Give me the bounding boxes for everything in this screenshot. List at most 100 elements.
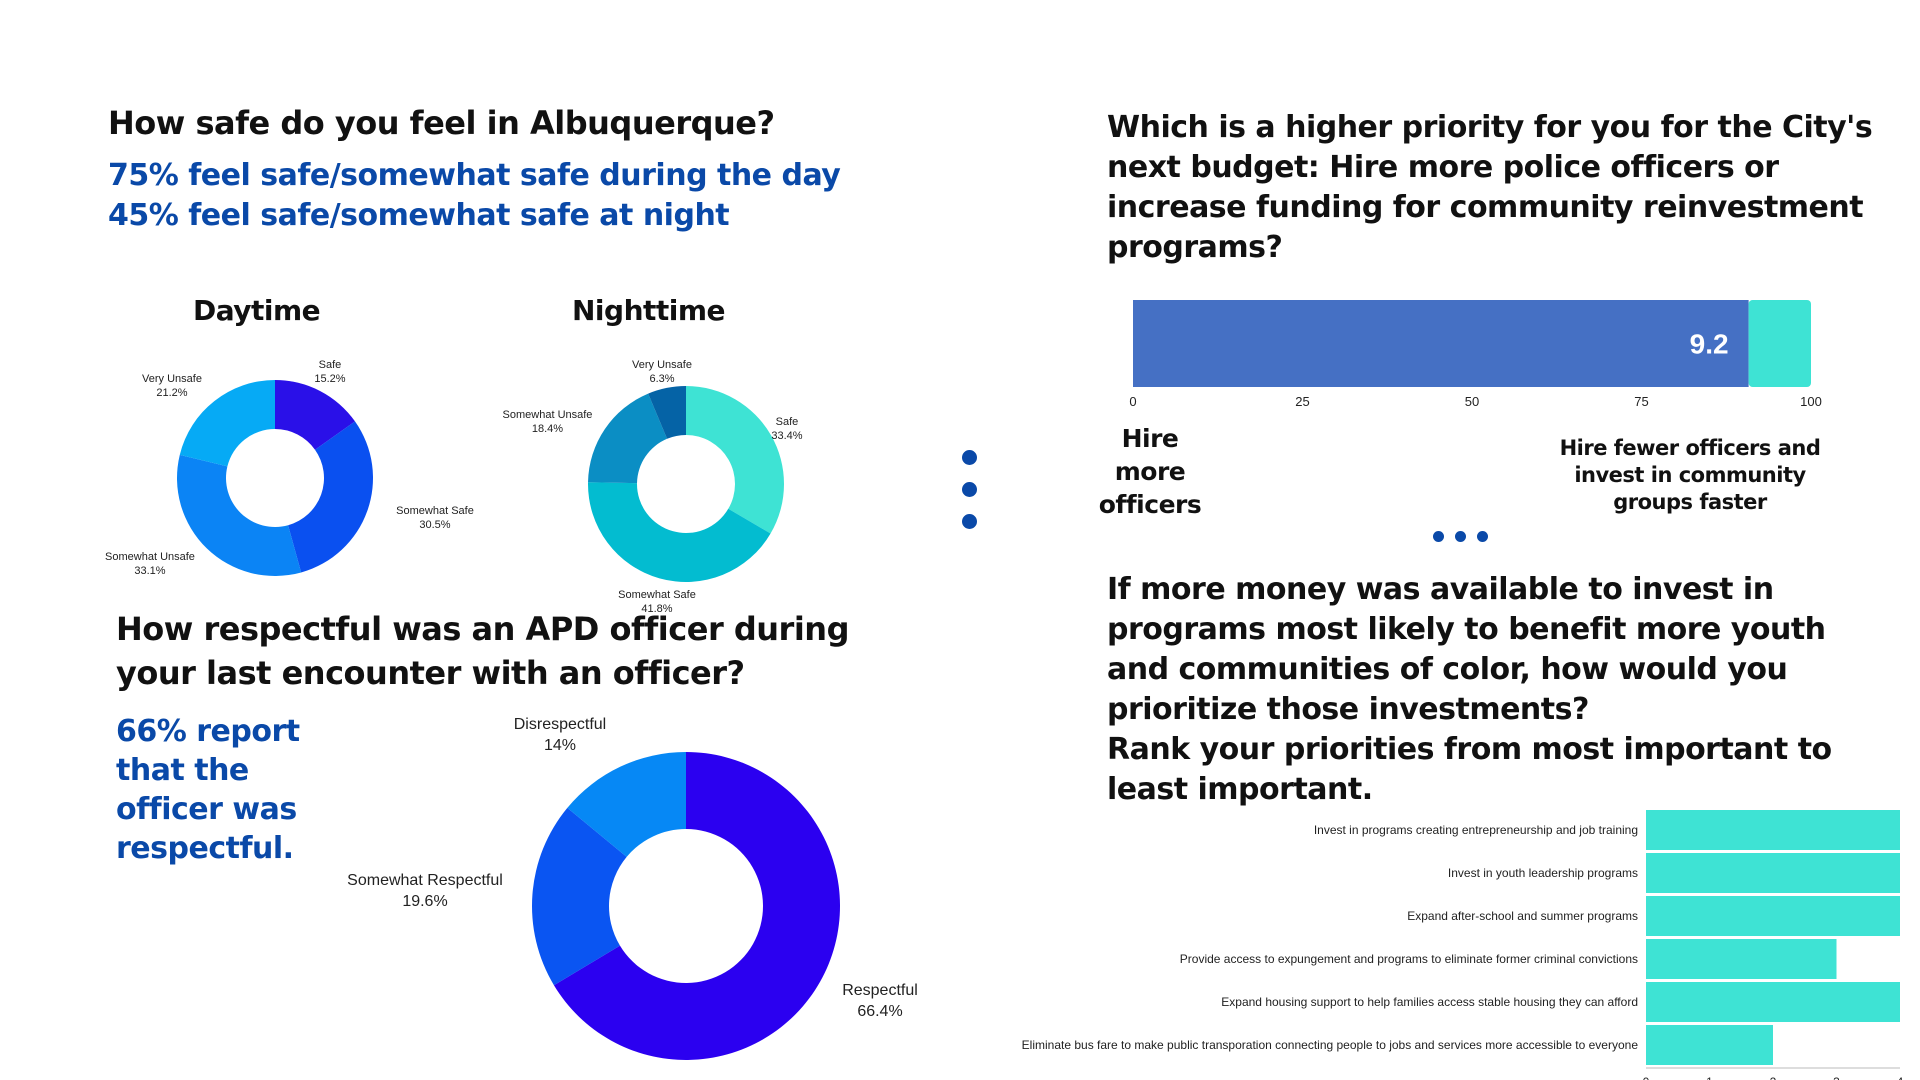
night-label-safe-name: Safe (775, 416, 799, 428)
dot-3 (962, 514, 977, 529)
resp-slice-respectful (553, 752, 840, 1061)
day-label-somewhat-unsafe-value: 33.1% (134, 565, 166, 577)
respect-stat-line1: 66% report (116, 714, 300, 749)
budget-bar-hire-more (1133, 300, 1749, 387)
night-slice-safe (686, 386, 784, 534)
respect-stat: 66% report that the officer was respectf… (116, 712, 300, 868)
dot-1 (962, 450, 977, 465)
respect-stat-line3: officer was (116, 792, 297, 827)
resp-label-respectful: Respectful 66.4% (830, 980, 930, 1022)
resp-label-somewhat-value: 19.6% (402, 893, 448, 910)
budget-right-label-line2: invest in community (1574, 463, 1806, 487)
safety-stat-day: 75% feel safe/somewhat safe during the d… (108, 158, 841, 193)
invest-category-label-1: Invest in programs creating entrepreneur… (1314, 823, 1638, 837)
respect-stat-line2: that the (116, 753, 249, 788)
night-label-somewhat-safe-value: 41.8% (641, 603, 673, 615)
invest-category-label-5: Expand housing support to help families … (1221, 995, 1638, 1009)
day-label-very-unsafe-name: Very Unsafe (142, 373, 202, 385)
budget-xtick-0: 0 (1129, 394, 1136, 409)
day-label-somewhat-safe-name: Somewhat Safe (396, 505, 474, 517)
invest-title-line6: least important. (1107, 772, 1373, 807)
day-label-safe: Safe 15.2% (290, 358, 370, 386)
resp-label-somewhat: Somewhat Respectful 19.6% (335, 870, 515, 912)
budget-title-line2: next budget: Hire more police officers o… (1107, 150, 1779, 185)
invest-xtick-1: 1 (1706, 1075, 1713, 1080)
hdot-2 (1455, 531, 1466, 542)
night-slice-somewhat-safe (588, 482, 771, 582)
budget-left-label-line2: more (1114, 457, 1186, 486)
invest-bar-6 (1646, 1025, 1773, 1065)
day-label-safe-value: 15.2% (314, 373, 346, 385)
resp-slice-disrespectful (567, 752, 686, 857)
invest-category-label-2: Invest in youth leadership programs (1448, 866, 1638, 880)
invest-category-label-3: Expand after-school and summer programs (1407, 909, 1638, 923)
invest-category-label-4: Provide access to expungement and progra… (1180, 952, 1638, 966)
budget-xtick-25: 25 (1295, 394, 1309, 409)
night-label-safe: Safe 33.4% (752, 415, 822, 443)
respect-title-line1: How respectful was an APD officer during (116, 610, 849, 648)
budget-bar-hire-fewer (1748, 300, 1811, 387)
invest-title-line3: and communities of color, how would you (1107, 652, 1788, 687)
respect-stat-line4: respectful. (116, 831, 294, 866)
night-label-somewhat-safe: Somewhat Safe 41.8% (607, 588, 707, 616)
budget-xtick-100: 100 (1800, 394, 1822, 409)
invest-bar-3 (1646, 896, 1900, 936)
day-slice-safe (275, 380, 356, 450)
resp-label-somewhat-name: Somewhat Respectful (347, 872, 503, 889)
day-slice-very-unsafe (179, 379, 275, 467)
night-slice-very-unsafe (648, 386, 686, 439)
night-label-safe-value: 33.4% (771, 430, 803, 442)
budget-right-label: Hire fewer officers and invest in commun… (1540, 435, 1840, 516)
invest-title: If more money was available to invest in… (1107, 570, 1832, 810)
budget-right-label-line3: groups faster (1613, 490, 1767, 514)
invest-title-line2: programs most likely to benefit more you… (1107, 612, 1826, 647)
night-label-very-unsafe-name: Very Unsafe (632, 359, 692, 371)
invest-title-line4: prioritize those investments? (1107, 692, 1589, 727)
safety-title: How safe do you feel in Albuquerque? (108, 104, 775, 142)
day-slice-somewhat-unsafe (176, 454, 302, 576)
invest-xtick-3: 3 (1833, 1075, 1840, 1080)
respect-title-line2: your last encounter with an officer? (116, 654, 745, 692)
night-label-somewhat-unsafe-name: Somewhat Unsafe (502, 409, 593, 421)
budget-title: Which is a higher priority for you for t… (1107, 108, 1873, 268)
horizontal-dots-icon (1433, 531, 1489, 543)
night-label-very-unsafe: Very Unsafe 6.3% (622, 358, 702, 386)
invest-bar-5 (1646, 982, 1900, 1022)
day-label-safe-name: Safe (318, 359, 342, 371)
budget-xtick-50: 50 (1465, 394, 1479, 409)
resp-label-disrespectful: Disrespectful 14% (500, 714, 620, 756)
day-label-very-unsafe: Very Unsafe 21.2% (132, 372, 212, 400)
budget-left-label-line3: officers (1098, 490, 1202, 519)
invest-xtick-4: 4 (1897, 1075, 1904, 1080)
night-label-somewhat-safe-name: Somewhat Safe (618, 589, 696, 601)
day-label-somewhat-unsafe: Somewhat Unsafe 33.1% (95, 550, 205, 578)
hdot-3 (1477, 531, 1488, 542)
invest-bar-2 (1646, 853, 1900, 893)
budget-right-label-line1: Hire fewer officers and (1559, 436, 1821, 460)
nighttime-chart-title: Nighttime (572, 294, 726, 327)
budget-left-label-line1: Hire (1121, 424, 1179, 453)
budget-xtick-75: 75 (1634, 394, 1648, 409)
invest-xtick-0: 0 (1643, 1075, 1650, 1080)
resp-label-disrespectful-value: 14% (543, 737, 577, 754)
dot-2 (962, 482, 977, 497)
resp-label-disrespectful-name: Disrespectful (513, 716, 607, 733)
daytime-chart-title: Daytime (193, 294, 321, 327)
day-label-very-unsafe-value: 21.2% (156, 387, 188, 399)
invest-title-line1: If more money was available to invest in (1107, 572, 1774, 607)
budget-title-line4: programs? (1107, 230, 1283, 265)
budget-left-label: Hire more officers (1095, 422, 1205, 521)
day-label-somewhat-unsafe-name: Somewhat Unsafe (105, 551, 195, 563)
night-label-somewhat-unsafe-value: 18.4% (531, 423, 564, 435)
day-slice-somewhat-safe (288, 421, 373, 573)
night-label-somewhat-unsafe: Somewhat Unsafe 18.4% (495, 408, 600, 436)
invest-title-line5: Rank your priorities from most important… (1107, 732, 1832, 767)
vertical-dots-icon (962, 450, 978, 532)
resp-slice-somewhat-respectful (532, 807, 627, 986)
resp-label-respectful-name: Respectful (842, 982, 918, 999)
resp-label-respectful-value: 66.4% (857, 1003, 903, 1020)
night-label-very-unsafe-value: 6.3% (649, 373, 675, 385)
